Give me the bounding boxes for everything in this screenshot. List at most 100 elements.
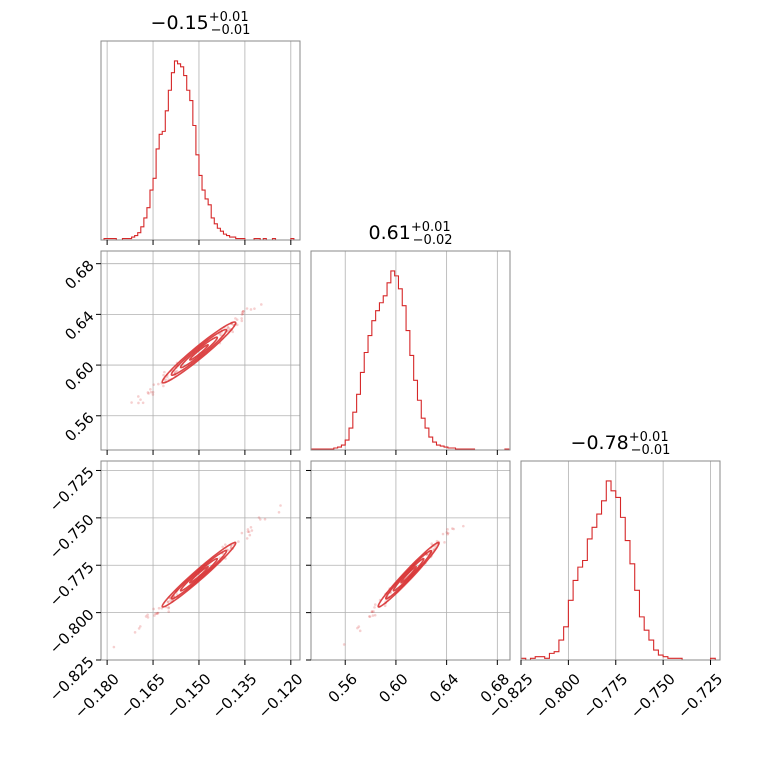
corr-panel-1-2-point-34	[462, 524, 465, 528]
corr-panel-0-1-point-96	[146, 391, 150, 394]
corr-panel-0-2-point-27	[240, 531, 244, 535]
hist-panel-2-title: −0.78+0.01 −0.01	[571, 430, 671, 458]
corr-panel-1-2-point-133	[441, 532, 445, 536]
hist-panel-2: −0.825−0.800−0.775−0.750−0.725−0.78+0.01…	[485, 430, 727, 722]
hist-panel-1-title-sup: +0.01	[411, 220, 451, 235]
corr-panel-1-2-point-134	[443, 541, 446, 544]
corr-panel-0-1-point-6	[165, 375, 169, 379]
corr-panel-0-2-point-46	[248, 533, 252, 537]
corr-panel-0-1-point-122	[130, 401, 133, 404]
corr-panel-0-1-point-52	[174, 370, 177, 373]
hist-panel-2-xtick-label-1: −0.800	[532, 670, 584, 722]
corr-panel-0-2-point-82	[246, 528, 250, 531]
corr-panel-1-2-point-77	[357, 625, 361, 628]
corr-panel-1-2-point-7	[430, 542, 433, 546]
corr-panel-0-1-contour-3	[161, 321, 237, 384]
corr-panel-0-1-point-22	[175, 369, 179, 373]
corr-panel-0-1-point-14	[234, 317, 237, 320]
corr-panel-0-1-point-24	[149, 387, 152, 391]
hist-panel-0-frame	[100, 40, 301, 241]
corr-panel-1-2-point-86	[434, 544, 438, 547]
corr-panel-0-2-point-69	[250, 529, 254, 532]
hist-panel-1-title: 0.61+0.01 −0.02	[369, 220, 453, 248]
corr-panel-0-2-point-98	[160, 607, 164, 610]
corr-panel-0-1-ytick-label-2: 0.64	[61, 307, 97, 343]
corr-panel-0-2-point-51	[157, 606, 161, 610]
corr-panel-0-1-point-102	[235, 323, 239, 327]
corr-panel-0-1-point-68	[249, 308, 253, 311]
corr-panel-0-2-ytick-label-2: −0.775	[46, 558, 98, 610]
corr-panel-1-2-point-124	[373, 603, 377, 606]
corr-panel-1-2-point-11	[372, 610, 375, 613]
corr-panel-0-1-contour-0	[188, 343, 209, 361]
corr-panel-1-2-point-52	[371, 614, 375, 617]
corr-panel-0-1-point-53	[137, 395, 140, 398]
corr-panel-0-1: 0.56 0.60 0.64 0.68	[61, 250, 301, 455]
corr-panel-0-1-point-121	[227, 326, 230, 330]
corr-panel-0-1-contour-2	[170, 328, 228, 376]
corr-panel-0-1-point-137	[235, 318, 239, 321]
corr-panel-1-2-contour-1	[392, 557, 425, 592]
corr-panel-1-2-point-113	[435, 539, 439, 543]
corr-panel-1-2-point-9	[383, 604, 387, 608]
corr-panel-0-1-point-76	[164, 378, 168, 381]
corr-panel-1-2-contour-3	[377, 541, 440, 608]
corr-panel-1-2-point-39	[373, 613, 377, 617]
hist-panel-2-frame	[520, 460, 721, 661]
corr-panel-0-2-point-109	[246, 530, 250, 533]
corr-panel-0-2-ytick-label-4: −0.725	[46, 463, 98, 515]
corr-panel-0-2-xtick-label-4: −0.120	[255, 670, 307, 722]
hist-panel-1-histogram	[311, 270, 510, 451]
corr-panel-0-2-point-79	[137, 627, 141, 630]
corr-panel-0-2-scatter	[112, 504, 282, 649]
corr-panel-0-1-point-98	[163, 370, 166, 374]
corr-panel-1-2-xtick-label-0: 0.56	[325, 670, 361, 706]
corr-panel-1-2-point-139	[370, 610, 374, 613]
corr-panel-0-1-point-31	[149, 390, 153, 394]
hist-panel-0-title-main: −0.15	[151, 12, 209, 34]
corr-panel-0-2-contour-0	[188, 565, 209, 584]
corr-panel-0-1-point-39	[240, 319, 244, 323]
corr-panel-0-2: −0.180−0.165−0.150−0.135−0.120−0.825−0.8…	[46, 460, 307, 722]
corr-panel-0-2-point-81	[245, 537, 249, 540]
corr-panel-0-2-point-100	[155, 612, 158, 616]
corr-panel-0-2-ytick-label-1: −0.800	[46, 606, 98, 658]
corr-panel-0-1-point-123	[157, 382, 160, 386]
corr-panel-0-2-contour-2	[170, 549, 228, 600]
corr-panel-0-1-point-46	[151, 390, 155, 394]
corr-panel-0-2-point-121	[224, 543, 227, 546]
corr-panel-0-2-point-120	[249, 525, 253, 529]
corr-panel-0-2-contour-3	[161, 541, 237, 608]
corr-panel-1-2-point-59	[368, 615, 372, 618]
corr-panel-1-2-point-66	[373, 606, 376, 609]
corr-panel-0-1-point-115	[151, 393, 155, 396]
corr-panel-0-2-xtick-label-1: −0.165	[117, 670, 169, 722]
corr-panel-1-2-point-22	[368, 615, 371, 618]
corr-panel-0-2-point-19	[133, 631, 137, 634]
hist-panel-2-title-sub: −0.01	[631, 443, 671, 458]
hist-panel-0-title-sup: +0.01	[209, 10, 249, 25]
corr-panel-0-1-point-20	[231, 330, 235, 334]
corr-panel-0-1-point-88	[241, 312, 245, 316]
corr-panel-0-2-xtick-label-3: −0.135	[209, 670, 261, 722]
corr-panel-0-2-point-44	[167, 606, 171, 609]
corr-panel-0-2-point-67	[153, 614, 156, 617]
corr-panel-0-1-point-42	[147, 392, 150, 395]
corr-panel-0-1-point-79	[259, 303, 263, 306]
corr-panel-0-1-point-27	[226, 325, 230, 329]
corr-panel-0-2-ytick-label-3: −0.750	[46, 511, 98, 563]
corr-panel-0-2-point-54	[221, 545, 225, 549]
hist-panel-2-xtick-label-4: −0.725	[674, 670, 726, 722]
corr-panel-0-2-point-99	[169, 599, 172, 602]
corr-panel-0-2-point-78	[258, 518, 262, 521]
corr-panel-0-1-frame	[100, 250, 301, 451]
corr-panel-0-2-point-18	[156, 611, 159, 615]
corr-panel-0-2-point-31	[247, 530, 251, 534]
corr-panel-0-1-point-5	[137, 401, 140, 405]
hist-panel-0-title: −0.15+0.01 −0.01	[151, 10, 251, 38]
corr-panel-0-2-point-111	[154, 612, 157, 615]
corr-panel-0-2-point-45	[263, 517, 267, 521]
corr-panel-0-1-ytick-label-0: 0.56	[61, 409, 97, 445]
corr-panel-1-2-point-104	[446, 528, 449, 531]
